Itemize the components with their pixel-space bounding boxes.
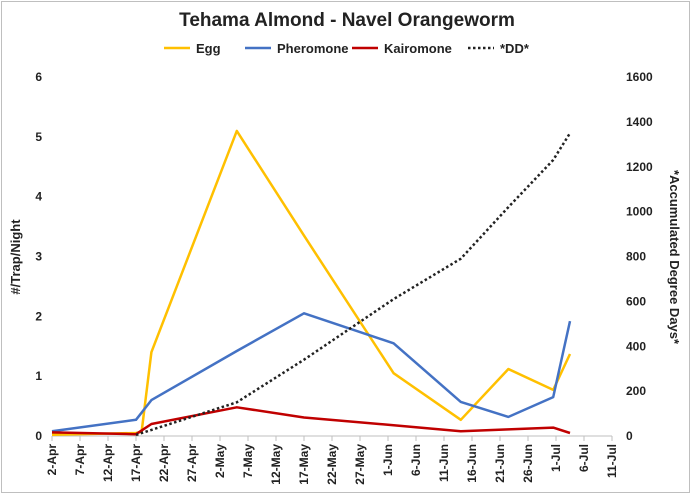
x-tick-label: 2-May [213, 444, 227, 478]
chart-title: Tehama Almond - Navel Orangeworm [179, 10, 515, 31]
y2-tick-label: 1600 [626, 70, 653, 84]
x-tick-label: 11-Jul [605, 444, 619, 478]
y-tick-label: 4 [35, 190, 42, 204]
x-tick-label: 17-Apr [129, 444, 143, 482]
legend-label: Pheromone [277, 41, 349, 56]
x-tick-label: 26-Jun [521, 444, 535, 483]
series-line-egg [51, 129, 572, 437]
series-line-kairomone [51, 406, 571, 436]
y-tick-label: 6 [35, 70, 42, 84]
x-tick-label: 17-May [297, 444, 311, 485]
series-line-pheromone [51, 312, 572, 433]
x-tick-label: 1-Jul [549, 444, 563, 472]
legend-label: Egg [196, 41, 221, 56]
x-tick-label: 21-Jun [493, 444, 507, 483]
x-tick-label: 12-Apr [101, 444, 115, 482]
legend-label: Kairomone [384, 41, 452, 56]
y-axis-title: #/Trap/Night [8, 219, 23, 295]
y2-tick-label: 800 [626, 250, 646, 264]
y-tick-label: 5 [35, 130, 42, 144]
y2-tick-label: 600 [626, 294, 646, 308]
x-tick-label: 11-Jun [437, 444, 451, 482]
x-tick-label: 12-May [269, 444, 283, 485]
axes: 0 1 2 3 4 5 6 0 200 400 600 800 1000 1200 1400 1600 2-Ap… [35, 70, 653, 485]
x-tick-label: 22-May [325, 444, 339, 485]
series-line-dd [135, 132, 572, 437]
y-tick-label: 0 [35, 429, 42, 443]
x-tick-label: 2-Apr [45, 444, 59, 476]
legend-label: *DD* [500, 41, 530, 56]
y2-tick-label: 400 [626, 339, 646, 353]
x-tick-label: 7-Apr [73, 444, 87, 476]
x-tick-label: 6-Jun [409, 444, 423, 476]
y-tick-label: 1 [35, 369, 42, 383]
y2-tick-label: 0 [626, 429, 633, 443]
x-tick-label: 22-Apr [157, 444, 171, 482]
legend: Egg Pheromone Kairomone *DD* [164, 41, 530, 56]
y2-tick-label: 1200 [626, 160, 653, 174]
y2-tick-label: 1400 [626, 115, 653, 129]
x-tick-label: 16-Jun [465, 444, 479, 483]
y2-tick-label: 1000 [626, 205, 653, 219]
y2-axis-title: *Accumulated Degree Days* [667, 170, 682, 345]
series-layer [51, 129, 572, 437]
x-tick-label: 6-Jul [577, 444, 591, 472]
x-tick-label: 7-May [241, 444, 255, 478]
y2-tick-label: 200 [626, 384, 646, 398]
y-tick-label: 2 [35, 309, 42, 323]
y-tick-label: 3 [35, 250, 42, 264]
x-tick-label: 27-Apr [185, 444, 199, 482]
x-tick-label: 1-Jun [381, 444, 395, 476]
x-tick-label: 27-May [353, 444, 367, 485]
